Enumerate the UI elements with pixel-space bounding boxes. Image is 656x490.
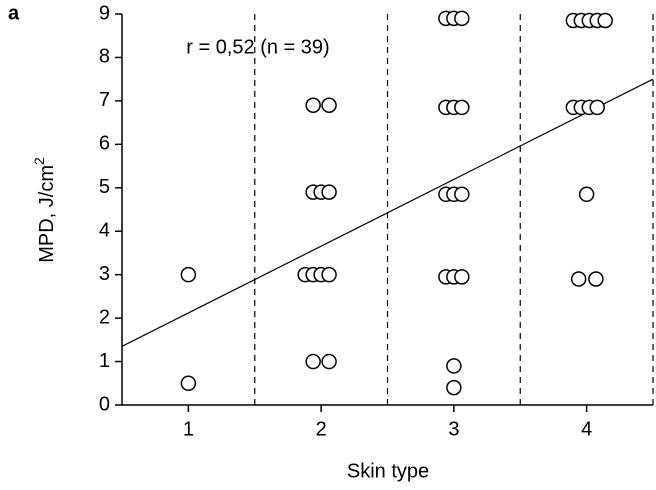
y-tick-label: 8 [99,46,110,68]
y-tick-label: 9 [99,2,110,24]
x-tick-label: 3 [448,418,459,440]
point [321,184,337,200]
point [305,353,321,370]
fit-line [121,78,654,347]
y-tick-label: 0 [99,393,110,415]
point [454,186,470,203]
point [321,266,337,283]
x-axis-label: Skin type [347,460,429,482]
y-label-text: MPD, J/cm [36,165,58,263]
point [570,271,587,287]
y-tick-label: 4 [99,220,110,242]
point [597,12,613,29]
point [446,379,462,396]
point [578,186,595,203]
annotation: r = 0,52 (n = 39) [186,36,329,58]
y-tick-label: 7 [99,89,110,111]
y-tick-label: 3 [99,263,110,285]
point [454,10,470,27]
point [180,266,197,283]
y-tick-label: 6 [99,133,110,155]
point [588,271,604,287]
y-tick-label: 5 [99,176,110,198]
point [589,99,605,116]
point [321,353,337,370]
x-tick-label: 2 [316,418,327,440]
point [180,375,197,392]
point [446,358,462,374]
point [305,97,321,113]
point [454,269,470,285]
x-tick-label: 4 [581,418,592,440]
point [321,97,337,113]
y-tick-label: 1 [99,350,110,372]
y-axis-label: MPD, J/cm2 [31,157,59,263]
panel-label: a [8,2,20,24]
x-tick-label: 1 [183,418,194,440]
point [454,99,470,116]
y-label-sup: 2 [31,157,47,165]
y-tick-label: 2 [99,306,110,328]
